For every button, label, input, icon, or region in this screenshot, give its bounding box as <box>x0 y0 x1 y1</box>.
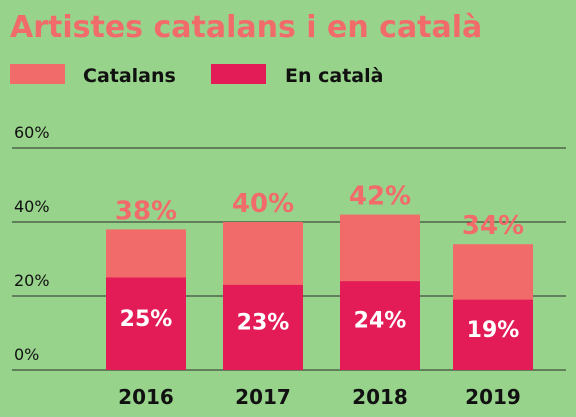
legend-swatch-en-catala <box>211 64 266 84</box>
legend-label-en-catala: En català <box>285 65 383 87</box>
data-label-total-2019: 34% <box>462 211 524 241</box>
x-tick-label-2016: 2016 <box>118 385 174 409</box>
y-axis-ticks: 0% 20% 40% 60% <box>14 123 50 364</box>
data-label-en-catala-2019: 19% <box>467 318 520 343</box>
x-axis-ticks: 2016 2017 2018 2019 <box>118 385 521 409</box>
bar-en-catala-2017 <box>223 284 303 370</box>
data-label-en-catala-2017: 23% <box>237 310 290 335</box>
data-label-en-catala-2018: 24% <box>354 309 407 334</box>
x-tick-label-2017: 2017 <box>235 385 291 409</box>
y-tick-label: 0% <box>14 345 39 364</box>
y-tick-label: 60% <box>14 123 50 142</box>
bar-en-catala-2018 <box>340 281 420 370</box>
bars <box>106 214 533 370</box>
legend: Catalans En català <box>10 64 383 87</box>
data-label-en-catala-2016: 25% <box>120 307 173 332</box>
y-tick-label: 40% <box>14 197 50 216</box>
data-label-total-2017: 40% <box>232 189 294 219</box>
data-labels: 38% 25% 40% 23% 42% 24% 34% 19% <box>115 182 524 343</box>
x-tick-label-2019: 2019 <box>465 385 521 409</box>
data-label-total-2018: 42% <box>349 182 411 212</box>
y-tick-label: 20% <box>14 271 50 290</box>
data-label-total-2016: 38% <box>115 196 177 226</box>
bar-en-catala-2019 <box>453 299 533 370</box>
chart-title: Artistes catalans i en català <box>10 10 482 45</box>
bar-en-catala-2016 <box>106 277 186 370</box>
legend-swatch-catalans <box>10 64 65 84</box>
x-tick-label-2018: 2018 <box>352 385 408 409</box>
legend-label-catalans: Catalans <box>83 65 176 87</box>
